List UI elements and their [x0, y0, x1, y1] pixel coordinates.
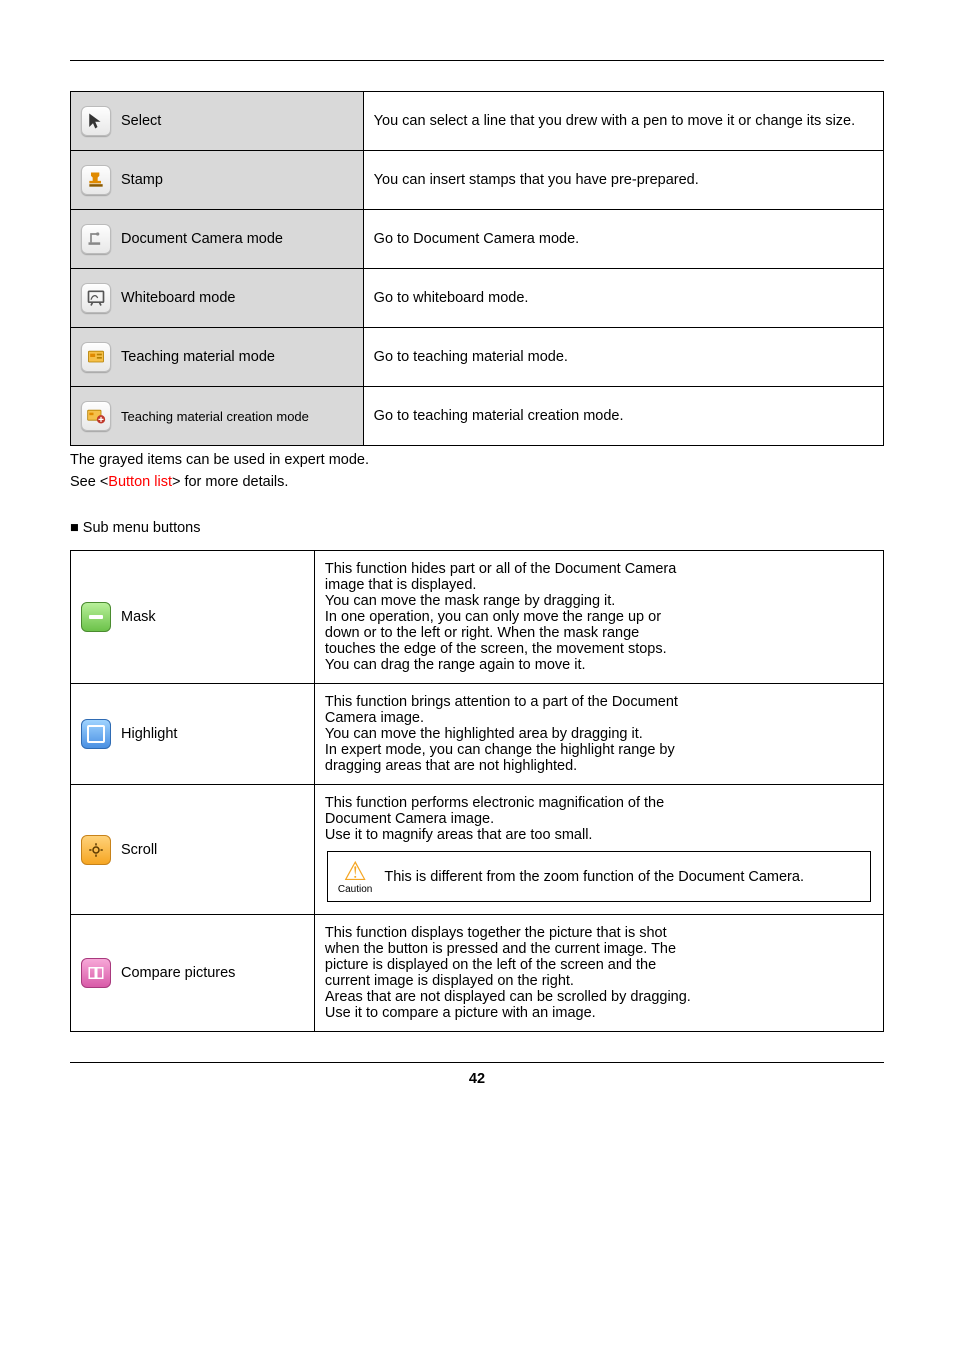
table-row: Compare pictures This function displays … — [71, 915, 884, 1032]
compare-line: current image is displayed on the right. — [325, 973, 873, 989]
label-cell-teaching-material: Teaching material mode — [71, 328, 364, 387]
highlight-line: In expert mode, you can change the highl… — [325, 742, 873, 758]
whiteboard-desc: Go to whiteboard mode. — [363, 269, 883, 328]
compare-line: Use it to compare a picture with an imag… — [325, 1005, 873, 1021]
highlight-line: You can move the highlighted area by dra… — [325, 726, 873, 742]
scroll-label: Scroll — [121, 842, 157, 858]
caution-label: Caution — [338, 884, 372, 895]
scroll-line: This function performs electronic magnif… — [325, 795, 873, 811]
whiteboard-icon — [81, 283, 111, 313]
table-row: Stamp You can insert stamps that you hav… — [71, 151, 884, 210]
scroll-line: Use it to magnify areas that are too sma… — [325, 827, 873, 843]
select-icon — [81, 106, 111, 136]
page-number: 42 — [70, 1071, 884, 1087]
caution-icon-group: ⚠ Caution — [338, 858, 372, 895]
mask-line: This function hides part or all of the D… — [325, 561, 873, 577]
teaching-creation-label: Teaching material creation mode — [121, 409, 309, 424]
table-row: Highlight This function brings attention… — [71, 684, 884, 785]
mode-buttons-table: Select You can select a line that you dr… — [70, 91, 884, 446]
label-cell-teaching-creation: Teaching material creation mode — [71, 387, 364, 446]
compare-line: picture is displayed on the left of the … — [325, 957, 873, 973]
table-row: Teaching material creation mode Go to te… — [71, 387, 884, 446]
caution-box: ⚠ Caution This is different from the zoo… — [327, 851, 871, 902]
mask-line: In one operation, you can only move the … — [325, 609, 873, 625]
whiteboard-label: Whiteboard mode — [121, 290, 235, 306]
compare-line: This function displays together the pict… — [325, 925, 873, 941]
highlight-line: This function brings attention to a part… — [325, 694, 873, 710]
highlight-desc: This function brings attention to a part… — [314, 684, 883, 785]
label-cell-doc-camera: Document Camera mode — [71, 210, 364, 269]
table-row: Mask This function hides part or all of … — [71, 551, 884, 684]
select-desc: You can select a line that you drew with… — [363, 92, 883, 151]
see-note-post: > for more details. — [172, 474, 288, 490]
highlight-line: dragging areas that are not highlighted. — [325, 758, 873, 774]
label-cell-scroll: Scroll — [71, 785, 315, 915]
sub-menu-heading: ■ Sub menu buttons — [70, 520, 884, 536]
mask-icon — [81, 602, 111, 632]
label-cell-highlight: Highlight — [71, 684, 315, 785]
label-cell-mask: Mask — [71, 551, 315, 684]
label-cell-compare: Compare pictures — [71, 915, 315, 1032]
see-note-pre: See < — [70, 474, 108, 490]
caution-text: This is different from the zoom function… — [384, 869, 860, 885]
sub-menu-table: Mask This function hides part or all of … — [70, 550, 884, 1032]
mask-line: You can move the mask range by dragging … — [325, 593, 873, 609]
compare-desc: This function displays together the pict… — [314, 915, 883, 1032]
select-label: Select — [121, 113, 161, 129]
compare-line: Areas that are not displayed can be scro… — [325, 989, 873, 1005]
highlight-line: Camera image. — [325, 710, 873, 726]
button-list-link[interactable]: Button list — [108, 474, 172, 490]
mask-desc: This function hides part or all of the D… — [314, 551, 883, 684]
mask-line: You can drag the range again to move it. — [325, 657, 873, 673]
table-row: Whiteboard mode Go to whiteboard mode. — [71, 269, 884, 328]
scroll-desc: This function performs electronic magnif… — [314, 785, 883, 915]
compare-pictures-icon — [81, 958, 111, 988]
teaching-material-icon — [81, 342, 111, 372]
stamp-label: Stamp — [121, 172, 163, 188]
mask-line: image that is displayed. — [325, 577, 873, 593]
teaching-creation-icon — [81, 401, 111, 431]
bottom-rule — [70, 1062, 884, 1063]
table-row: Select You can select a line that you dr… — [71, 92, 884, 151]
label-cell-select: Select — [71, 92, 364, 151]
warning-icon: ⚠ — [343, 858, 366, 884]
teaching-material-label: Teaching material mode — [121, 349, 275, 365]
teaching-creation-desc: Go to teaching material creation mode. — [363, 387, 883, 446]
table-row: Scroll This function performs electronic… — [71, 785, 884, 915]
scroll-icon — [81, 835, 111, 865]
stamp-icon — [81, 165, 111, 195]
document-camera-icon — [81, 224, 111, 254]
label-cell-whiteboard: Whiteboard mode — [71, 269, 364, 328]
stamp-desc: You can insert stamps that you have pre-… — [363, 151, 883, 210]
table-row: Teaching material mode Go to teaching ma… — [71, 328, 884, 387]
mask-line: down or to the left or right. When the m… — [325, 625, 873, 641]
table-row: Document Camera mode Go to Document Came… — [71, 210, 884, 269]
compare-label: Compare pictures — [121, 965, 235, 981]
see-note: See <Button list> for more details. — [70, 474, 884, 490]
top-rule — [70, 60, 884, 61]
doc-camera-desc: Go to Document Camera mode. — [363, 210, 883, 269]
highlight-label: Highlight — [121, 726, 177, 742]
compare-line: when the button is pressed and the curre… — [325, 941, 873, 957]
doc-camera-label: Document Camera mode — [121, 231, 283, 247]
grayed-note: The grayed items can be used in expert m… — [70, 452, 884, 468]
mask-label: Mask — [121, 609, 156, 625]
scroll-line: Document Camera image. — [325, 811, 873, 827]
label-cell-stamp: Stamp — [71, 151, 364, 210]
highlight-icon — [81, 719, 111, 749]
teaching-material-desc: Go to teaching material mode. — [363, 328, 883, 387]
mask-line: touches the edge of the screen, the move… — [325, 641, 873, 657]
